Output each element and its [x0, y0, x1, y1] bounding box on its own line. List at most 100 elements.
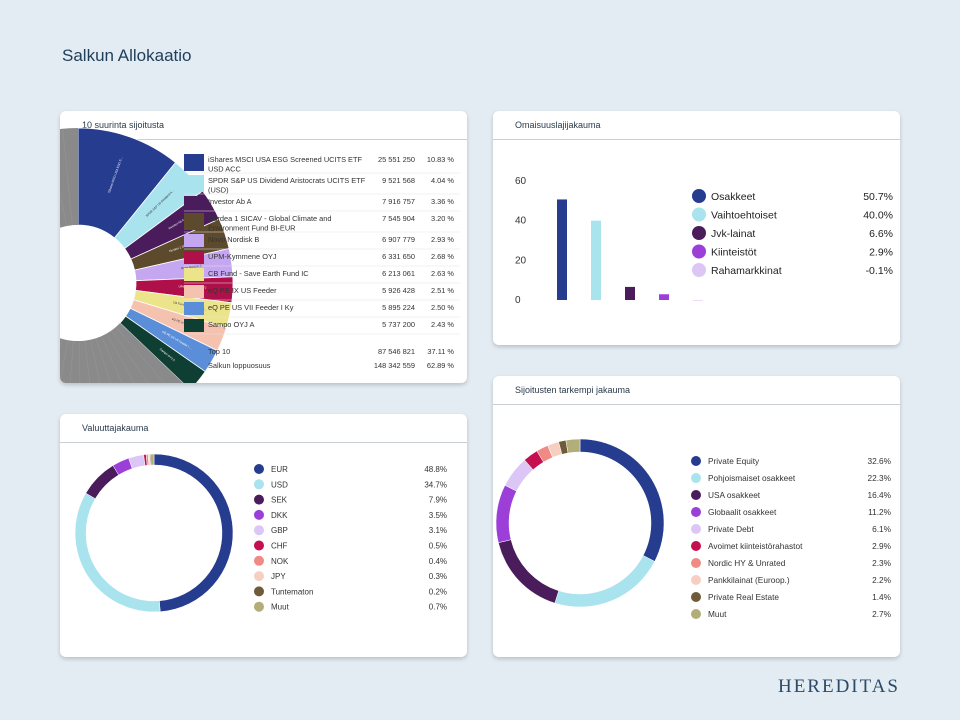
donut-legend-label: Pohjoismaiset osakkeet [708, 473, 796, 483]
bar-legend-value: 50.7% [863, 191, 893, 203]
donut-legend-value: 0.2% [429, 587, 447, 596]
card-title: 10 suurinta sijoitusta [82, 120, 165, 130]
top10-holding-value: 6 331 650 [382, 252, 415, 261]
donut-legend-label: Muut [708, 609, 727, 619]
top10-holding-name: Investor Ab A [208, 197, 252, 206]
top10-holding-value: 25 551 250 [378, 155, 415, 164]
donut-legend-value: 48.8% [424, 465, 447, 474]
top10-holding-pct: 10.83 % [427, 155, 455, 164]
top10-holding-name: SPDR S&P US Dividend Aristocrats UCITS E… [208, 176, 366, 185]
top10-legend-swatch [184, 234, 204, 247]
donut-segment [495, 484, 517, 544]
top10-legend-swatch [184, 302, 204, 315]
donut-legend-marker [254, 571, 264, 582]
top10-rest-texture [69, 340, 74, 383]
donut-legend-value: 22.3% [867, 473, 891, 483]
donut-legend-value: 2.2% [872, 575, 892, 585]
asset-class-bar-chart: 0 20 40 60 Osakkeet 50.7% Vaihtoehtoiset 40.0% J… [515, 176, 893, 306]
donut-legend-marker [254, 464, 264, 474]
bar-legend-marker [692, 226, 706, 240]
top10-legend-swatch [184, 268, 204, 281]
donut-legend-label: EUR [271, 465, 288, 474]
top10-holding-value: 5 926 428 [382, 286, 415, 295]
donut-legend-value: 11.2% [868, 507, 892, 517]
card-divider [493, 139, 900, 140]
top10-holding-pct: 2.63 % [431, 269, 454, 278]
card-title: Valuuttajakauma [82, 423, 149, 433]
top10-holding-value: 7 545 904 [382, 214, 415, 223]
donut-segment [579, 438, 665, 562]
donut-legend-marker [254, 540, 264, 551]
top10-legend-swatch [184, 285, 204, 298]
donut-legend-label: SEK [271, 496, 288, 505]
top10-holding-name: Sampo OYJ A [208, 320, 254, 329]
top10-holding-value: 6 907 779 [382, 235, 415, 244]
donut-legend-value: 32.6% [867, 456, 891, 466]
donut-legend-label: Tuntematon [271, 587, 313, 596]
top10-holding-pct: 3.20 % [431, 214, 454, 223]
donut-legend-marker [691, 609, 701, 619]
donut-legend-marker [691, 524, 701, 534]
donut-legend-value: 7.9% [429, 496, 447, 505]
donut-legend-value: 3.5% [429, 511, 447, 520]
page-title: Salkun Allokaatio [62, 46, 192, 65]
detailed-allocation-donut-chart: Private Equity 32.6% Pohjoismaiset osakkee… [495, 438, 892, 619]
top10-rest-texture [106, 333, 135, 383]
donut-legend-label: Muut [271, 603, 290, 612]
top10-holding-pct: 2.50 % [431, 303, 454, 312]
top10-donut-hole [60, 225, 136, 341]
bar-legend-label: Osakkeet [711, 191, 755, 203]
top10-holding-name: UPM-Kymmene OYJ [208, 252, 277, 261]
bar [659, 294, 669, 300]
bar-legend-value: -0.1% [866, 265, 893, 277]
card-divider [493, 404, 900, 405]
top10-summary-pct: 62.89 % [427, 361, 455, 370]
donut-legend-marker [691, 541, 701, 551]
donut-legend-value: 3.1% [429, 526, 447, 535]
donut-segment [498, 539, 560, 604]
donut-legend-value: 0.7% [429, 603, 447, 612]
donut-legend-marker [691, 473, 701, 483]
donut-legend-value: 16.4% [867, 490, 891, 500]
donut-legend-label: CHF [271, 542, 288, 551]
donut-legend-label: Private Debt [708, 524, 754, 534]
card-title: Omaisuuslajijakauma [515, 120, 601, 130]
bar-legend-value: 40.0% [863, 210, 893, 222]
donut-segment [150, 453, 155, 466]
bar [557, 199, 567, 300]
donut-legend-value: 2.9% [872, 541, 892, 551]
bar-legend-label: Vaihtoehtoiset [711, 210, 777, 222]
donut-legend-marker [254, 479, 264, 490]
bar-legend-label: Kiinteistöt [711, 247, 757, 259]
donut-legend-value: 34.7% [424, 480, 447, 489]
donut-legend-value: 0.3% [429, 572, 447, 581]
donut-legend-label: JPY [271, 572, 286, 581]
top10-holding-pct: 2.68 % [431, 252, 454, 261]
top10-rest-texture [84, 340, 91, 383]
donut-legend-value: 2.3% [872, 558, 892, 568]
donut-segment [554, 555, 656, 608]
bar-legend-label: Rahamarkkinat [711, 265, 782, 277]
top10-legend-swatch [184, 154, 204, 171]
donut-legend-marker [691, 575, 701, 585]
top10-rest-texture [60, 340, 68, 383]
asset-class-card: Omaisuuslajijakauma 0 20 40 60 Osakkeet 50.7%… [493, 111, 900, 345]
top10-holding-name: eQ PE IX US Feeder [208, 286, 277, 295]
top10-summary-value: 148 342 559 [374, 361, 415, 370]
top10-holding-name: Nordea 1 SICAV - Global Climate and [208, 214, 332, 223]
donut-segment [85, 465, 120, 500]
bar-legend-marker [692, 189, 706, 203]
top10-rest-texture [62, 128, 73, 226]
donut-legend-marker [254, 494, 264, 505]
top10-rest-texture [90, 339, 101, 383]
currency-donut-chart: EUR 48.8% USD 34.7% SEK 7.9% DKK 3.5% GBP 3.1% CHF… [74, 453, 447, 613]
top10-legend-swatch [184, 251, 204, 264]
donut-legend-marker [691, 558, 701, 568]
top10-rest-texture [60, 192, 67, 227]
donut-legend-value: 6.1% [872, 524, 892, 534]
top10-holding-value: 5 737 200 [382, 320, 415, 329]
donut-legend-label: Private Equity [708, 456, 760, 466]
top10-holding-pct: 3.36 % [431, 197, 454, 206]
top10-holding-name: USD ACC [208, 165, 242, 174]
top10-summary-pct: 37.11 % [427, 347, 454, 356]
